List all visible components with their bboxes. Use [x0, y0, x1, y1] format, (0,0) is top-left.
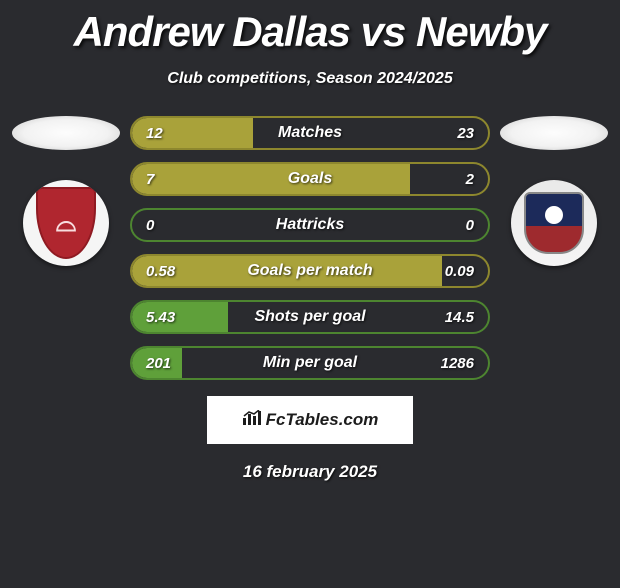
- stat-label: Goals: [288, 170, 332, 188]
- stat-label: Matches: [278, 124, 342, 142]
- stat-value-left: 0: [146, 217, 154, 234]
- stat-value-right: 14.5: [445, 309, 474, 326]
- stat-label: Min per goal: [263, 354, 357, 372]
- stat-bar: 7 Goals 2: [130, 162, 490, 196]
- shield-icon: [524, 192, 584, 254]
- stat-value-left: 0.58: [146, 263, 175, 280]
- stat-label: Goals per match: [247, 262, 372, 280]
- stat-label: Shots per goal: [254, 308, 365, 326]
- subtitle: Club competitions, Season 2024/2025: [0, 70, 620, 88]
- stat-bar: 0 Hattricks 0: [130, 208, 490, 242]
- brand-text: FcTables.com: [266, 410, 379, 430]
- stat-bar: 5.43 Shots per goal 14.5: [130, 300, 490, 334]
- stat-value-right: 0.09: [445, 263, 474, 280]
- right-column: [494, 116, 614, 266]
- page-title: Andrew Dallas vs Newby: [0, 8, 620, 56]
- date-text: 16 february 2025: [0, 462, 620, 482]
- stat-bar: 12 Matches 23: [130, 116, 490, 150]
- stat-bar: 201 Min per goal 1286: [130, 346, 490, 380]
- stat-value-right: 23: [457, 125, 474, 142]
- brand-badge: FcTables.com: [207, 396, 413, 444]
- stat-value-left: 201: [146, 355, 171, 372]
- team-crest-right: [511, 180, 597, 266]
- stat-label: Hattricks: [276, 216, 344, 234]
- shield-icon: ⌓: [36, 187, 96, 259]
- stat-value-left: 5.43: [146, 309, 175, 326]
- player-placeholder-right: [500, 116, 608, 150]
- stat-value-left: 12: [146, 125, 163, 142]
- stats-bars: 12 Matches 23 7 Goals 2 0 Hattricks 0 0.58 Goals p…: [126, 116, 494, 380]
- player-placeholder-left: [12, 116, 120, 150]
- stat-value-left: 7: [146, 171, 154, 188]
- stat-value-right: 2: [466, 171, 474, 188]
- team-crest-left: ⌓: [23, 180, 109, 266]
- stat-bar-fill: [132, 164, 410, 194]
- comparison-area: ⌓ 12 Matches 23 7 Goals 2 0 Hattricks 0 0.58 Goals…: [0, 116, 620, 380]
- chart-icon: [242, 410, 262, 431]
- stat-value-right: 0: [466, 217, 474, 234]
- stat-bar: 0.58 Goals per match 0.09: [130, 254, 490, 288]
- left-column: ⌓: [6, 116, 126, 266]
- stat-value-right: 1286: [441, 355, 474, 372]
